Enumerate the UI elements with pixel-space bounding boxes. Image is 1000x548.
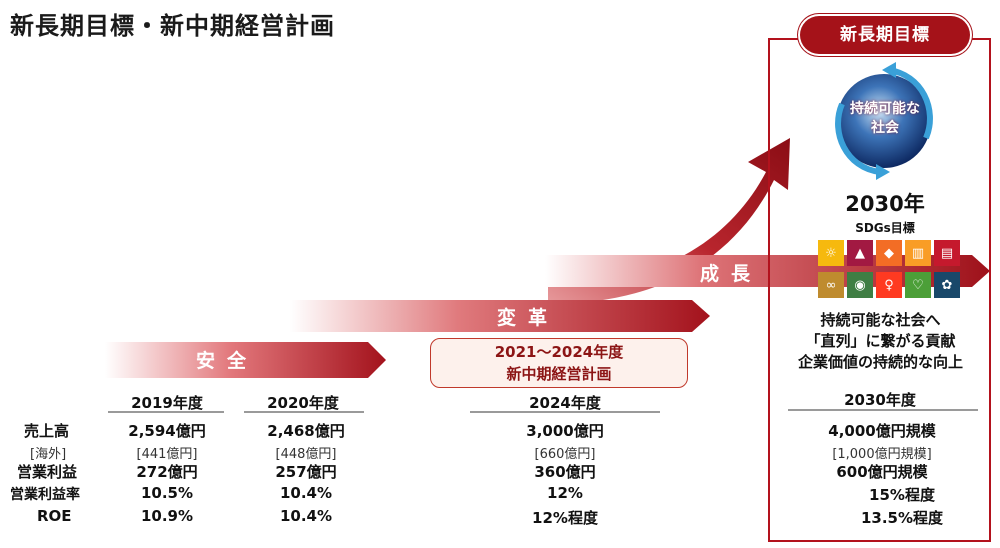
sdgs-label: SDGs目標 (855, 221, 915, 235)
row-label-sales: 売上高 (24, 422, 70, 440)
row-label-operating-profit: 営業利益 (17, 463, 78, 481)
vision-statement: 持続可能な社会へ 「直列」に繋がる貢献 企業価値の持続的な向上 (773, 310, 988, 373)
band-label-henkaku: 変革 (497, 307, 560, 329)
col-header-2030: 2030年度 (844, 391, 916, 409)
vision-line-3: 企業価値の持続的な向上 (797, 353, 963, 371)
table-cell: 257億円 (275, 463, 337, 481)
sdg-goal-3-icon: ♡ (905, 272, 931, 298)
plan-box-period: 2021～2024年度 (494, 343, 624, 361)
globe-label-line2: 社会 (871, 120, 899, 136)
table-cell: [660億円] (534, 447, 596, 462)
globe-label-line1: 持続可能な (850, 101, 920, 117)
table-cell: 3,000億円 (526, 422, 604, 440)
sdg-icon-grid: ☼ ▲ ◆ ▥ ▤ ∞ ◉ ♀ ♡ ✿ (818, 240, 963, 302)
col-underline-2020 (244, 411, 364, 413)
mid-term-plan-box: 2021～2024年度 新中期経営計画 (430, 338, 688, 388)
col-underline-2019 (108, 411, 224, 413)
sdg-goal-11-icon: ▥ (905, 240, 931, 266)
sdg-goal-17-icon: ✿ (934, 272, 960, 298)
vision-line-2: 「直列」に繋がる貢献 (805, 332, 956, 350)
globe-label: 持続可能な 社会 (840, 100, 930, 138)
col-header-2019: 2019年度 (131, 394, 203, 412)
col-underline-2024 (470, 411, 660, 413)
table-cell: 10.4% (279, 507, 333, 525)
sdg-goal-5-icon: ♀ (876, 272, 902, 298)
table-cell: [1,000億円規模] (832, 447, 932, 462)
table-cell: 10.9% (140, 507, 194, 525)
table-cell: 12% (547, 484, 583, 502)
sdg-goal-8-icon: ▲ (847, 240, 873, 266)
table-cell: 600億円規模 (836, 463, 928, 481)
page-title: 新長期目標・新中期経営計画 (10, 12, 335, 40)
band-henkaku (290, 300, 710, 332)
table-cell: 360億円 (534, 463, 596, 481)
band-label-anzen: 安全 (196, 350, 259, 372)
col-header-2024: 2024年度 (529, 394, 601, 412)
table-cell: 13.5%程度 (860, 509, 944, 527)
sdg-goal-12-icon: ∞ (818, 272, 844, 298)
sdg-goal-13-icon: ◉ (847, 272, 873, 298)
table-cell: [448億円] (275, 447, 337, 462)
long-term-target-tag: 新長期目標 (800, 16, 970, 54)
table-cell: 272億円 (136, 463, 198, 481)
table-cell: 12%程度 (532, 509, 598, 527)
band-label-seicho: 成長 (700, 263, 763, 285)
sdg-goal-9-icon: ◆ (876, 240, 902, 266)
table-cell: 4,000億円規模 (828, 422, 936, 440)
plan-box-name: 新中期経営計画 (506, 365, 612, 383)
sdg-goal-4-icon: ▤ (934, 240, 960, 266)
globe-icon (837, 74, 931, 168)
table-cell: 10.5% (140, 484, 194, 502)
target-year: 2030年 (845, 192, 925, 216)
row-label-overseas: [海外] (30, 447, 67, 462)
sdg-goal-7-icon: ☼ (818, 240, 844, 266)
row-label-operating-margin: 営業利益率 (10, 487, 80, 503)
band-anzen (105, 342, 386, 378)
table-cell: 10.4% (279, 484, 333, 502)
vision-line-1: 持続可能な社会へ (820, 311, 941, 329)
table-cell: 15%程度 (869, 486, 935, 504)
table-cell: 2,468億円 (267, 422, 345, 440)
row-label-roe: ROE (37, 507, 72, 525)
table-cell: 2,594億円 (128, 422, 206, 440)
col-underline-2030 (788, 409, 978, 411)
col-header-2020: 2020年度 (267, 394, 339, 412)
table-cell: [441億円] (136, 447, 198, 462)
